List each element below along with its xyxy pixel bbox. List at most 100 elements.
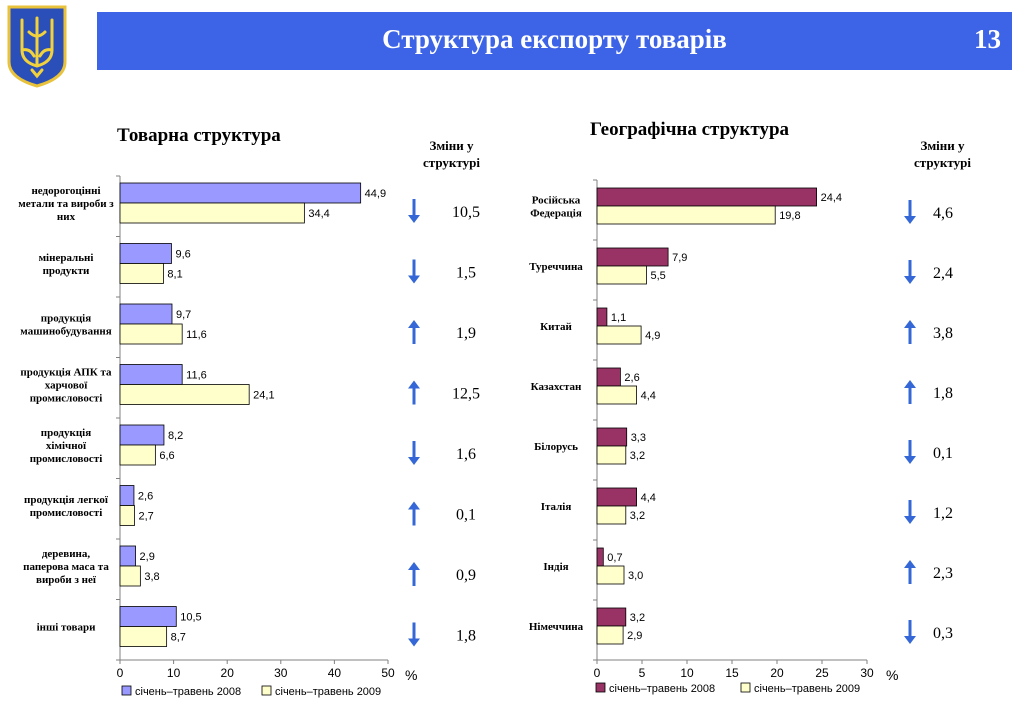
goods-category-label: продукція машинобудування — [20, 313, 111, 338]
goods-change-value: 1,6 — [456, 446, 476, 463]
geo-legend-swatch-2008 — [595, 682, 606, 693]
geo-bar-2008 — [596, 607, 627, 627]
page-number: 13 — [974, 24, 1001, 54]
goods-change-arrow-icon — [408, 380, 420, 405]
goods-legend-swatch-2008 — [121, 685, 132, 696]
goods-x-tick-label: 20 — [221, 666, 235, 680]
right-section-title: Географічна структура — [590, 119, 790, 140]
right-changes-title: Зміни у структурі — [895, 137, 990, 171]
goods-change-arrow-icon — [408, 622, 420, 647]
geo-category-label: Італія — [541, 501, 572, 513]
goods-bar-2009 — [119, 202, 305, 224]
geo-change-arrow-icon — [904, 320, 916, 344]
goods-data-label: 10,5 — [180, 612, 201, 624]
left-changes-title-line2: структурі — [423, 155, 480, 170]
goods-data-label: 9,7 — [176, 309, 191, 321]
geo-bar-2009 — [596, 265, 647, 285]
header-bar: Структура експорту товарів 13 — [97, 12, 1012, 70]
geo-data-label: 7,9 — [672, 252, 687, 264]
geo-change-value: 1,2 — [933, 505, 953, 522]
goods-legend-swatch-2009 — [261, 685, 272, 696]
goods-x-tick-label: 0 — [117, 666, 124, 680]
geo-change-arrow-icon — [904, 500, 916, 524]
geo-change-value: 1,8 — [933, 385, 953, 402]
geo-change-value: 0,1 — [933, 445, 953, 462]
goods-change-value: 1,9 — [456, 325, 476, 342]
geo-bar-2008 — [596, 307, 608, 327]
geo-data-label: 2,6 — [624, 372, 639, 384]
goods-data-label: 11,6 — [186, 370, 207, 382]
geo-data-label: 3,2 — [630, 612, 645, 624]
goods-category-label: продукція АПК та харчової промисловості — [20, 367, 112, 405]
geo-category-label: Білорусь — [534, 441, 578, 453]
geo-category-label: Казахстан — [531, 381, 582, 393]
geo-bar-2008 — [596, 247, 669, 267]
geo-data-label: 4,4 — [641, 390, 656, 402]
goods-legend-label-2009: січень–травень 2009 — [275, 686, 381, 698]
goods-data-label: 3,8 — [144, 571, 159, 583]
geo-category-label: Російська Федерація — [530, 195, 582, 220]
goods-data-label: 2,9 — [140, 551, 155, 563]
goods-bar-2009 — [119, 505, 135, 526]
geo-x-tick-label: 5 — [639, 666, 646, 680]
geo-data-label: 5,5 — [651, 270, 666, 282]
geo-change-value: 4,6 — [933, 205, 953, 222]
geo-x-tick-label: 0 — [594, 666, 601, 680]
geo-bar-2008 — [596, 487, 637, 507]
left-section-title: Товарна структура — [117, 125, 281, 146]
geo-data-label: 0,7 — [607, 552, 622, 564]
goods-data-label: 8,7 — [171, 632, 186, 644]
goods-change-arrow-icon — [408, 320, 420, 344]
geo-bar-2009 — [596, 445, 627, 465]
geo-x-tick-label: 25 — [815, 666, 829, 680]
goods-bar-2009 — [119, 626, 168, 647]
geo-bar-2009 — [596, 385, 637, 405]
goods-change-arrow-icon — [408, 501, 420, 526]
goods-legend-label-2008: січень–травень 2008 — [135, 686, 241, 698]
goods-x-axis-unit: % — [405, 667, 417, 683]
goods-data-label: 2,6 — [138, 491, 153, 503]
goods-x-tick-label: 30 — [274, 666, 288, 680]
goods-change-arrow-icon — [408, 562, 420, 586]
geo-data-label: 3,2 — [630, 510, 645, 522]
goods-change-value: 0,9 — [456, 567, 476, 584]
goods-category-label: деревина, паперова маса та вироби з неї — [23, 548, 109, 586]
geo-data-label: 3,2 — [630, 450, 645, 462]
goods-data-label: 44,9 — [365, 188, 386, 200]
geo-change-arrow-icon — [904, 200, 916, 224]
goods-category-label: продукція хімічної промисловості — [30, 427, 103, 465]
geo-data-label: 3,3 — [631, 432, 646, 444]
left-changes-title-line1: Зміни у — [429, 138, 474, 153]
geo-legend-label-2008: січень–травень 2008 — [609, 683, 715, 695]
geo-x-tick-label: 30 — [860, 666, 874, 680]
goods-category-label: інші товари — [37, 622, 97, 634]
geo-change-arrow-icon — [904, 620, 916, 644]
geo-data-label: 19,8 — [779, 210, 800, 222]
geo-change-arrow-icon — [904, 380, 916, 404]
geo-change-value: 2,4 — [933, 265, 953, 282]
geo-data-label: 2,9 — [627, 630, 642, 642]
goods-bar-2009 — [119, 323, 183, 345]
goods-bar-2009 — [119, 444, 156, 466]
goods-data-label: 8,1 — [167, 269, 182, 281]
goods-data-label: 9,6 — [175, 249, 190, 261]
geo-x-axis-unit: % — [886, 667, 898, 683]
geo-bar-2009 — [596, 565, 625, 585]
geo-data-label: 24,4 — [821, 192, 842, 204]
goods-x-tick-label: 40 — [328, 666, 342, 680]
goods-data-label: 24,1 — [253, 390, 274, 402]
geo-bar-2008 — [596, 427, 628, 447]
goods-category-label: мінеральні продукти — [39, 252, 94, 277]
geo-bar-2008 — [596, 547, 604, 567]
geo-change-arrow-icon — [904, 440, 916, 464]
geo-data-label: 4,4 — [641, 492, 656, 504]
geo-category-label: Німеччина — [529, 621, 584, 633]
geo-x-tick-label: 15 — [725, 666, 739, 680]
goods-data-label: 8,2 — [168, 430, 183, 442]
goods-data-label: 6,6 — [159, 450, 174, 462]
geo-bar-2009 — [596, 505, 627, 525]
goods-change-value: 10,5 — [452, 204, 480, 221]
geo-change-value: 0,3 — [933, 625, 953, 642]
goods-change-arrow-icon — [408, 259, 420, 284]
